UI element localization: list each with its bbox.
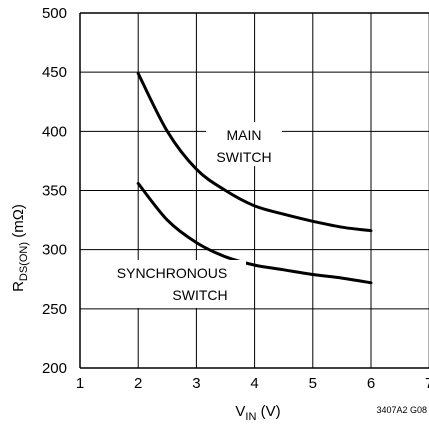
y-axis-title: RDS(ON) (mΩ)	[10, 204, 30, 292]
x-tick-labels: 1 2 3 4 5 6 7	[76, 375, 429, 392]
y-axis-title-sub: DS(ON)	[18, 242, 30, 281]
x-axis-title: VIN (V)	[235, 403, 280, 423]
x-tick-label-2: 3	[192, 375, 200, 392]
x-tick-label-3: 4	[250, 375, 258, 392]
gridlines	[80, 13, 429, 368]
main-switch-label-line1: MAIN	[227, 127, 262, 143]
series-line-1	[136, 181, 373, 285]
y-tick-labels: 200 250 300 350 400 450 500	[42, 5, 67, 377]
figure-id: 3407A2 G08	[376, 405, 427, 415]
series-lines	[136, 71, 373, 285]
y-tick-label-4: 400	[42, 123, 67, 140]
sync-switch-label-line1: SYNCHRONOUS	[117, 265, 227, 281]
x-axis-title-sub: IN	[245, 411, 256, 423]
x-tick-label-0: 1	[76, 375, 84, 392]
main-switch-label-line2: SWITCH	[216, 149, 271, 165]
x-tick-label-5: 6	[367, 375, 375, 392]
series-line-0	[136, 71, 373, 233]
y-tick-label-3: 350	[42, 183, 67, 200]
plot-frame	[79, 12, 429, 369]
x-tick-label-6: 7	[425, 375, 429, 392]
y-tick-label-0: 200	[42, 360, 67, 377]
x-tick-label-4: 5	[309, 375, 317, 392]
y-axis-title-unit: (mΩ)	[10, 204, 27, 242]
main-switch-label-bg	[206, 122, 282, 166]
y-tick-label-1: 250	[42, 301, 67, 318]
y-tick-label-2: 300	[42, 242, 67, 259]
y-tick-label-6: 500	[42, 5, 67, 22]
x-tick-label-1: 2	[134, 375, 142, 392]
x-axis-title-unit: (V)	[256, 403, 280, 420]
sync-switch-label-bg	[104, 260, 246, 308]
y-tick-label-5: 450	[42, 64, 67, 81]
sync-switch-label-line2: SWITCH	[172, 287, 227, 303]
